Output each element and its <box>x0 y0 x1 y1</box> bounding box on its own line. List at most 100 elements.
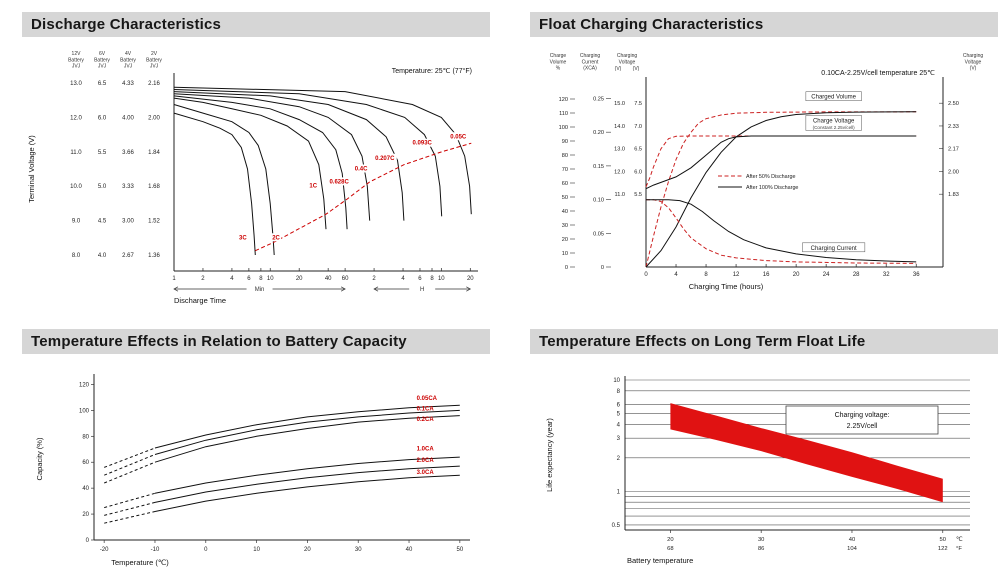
svg-text:(V): (V) <box>615 66 622 72</box>
series-0.05CA <box>154 404 460 449</box>
x-axis-label: Charging Time (hours) <box>689 282 764 291</box>
svg-text:6.0: 6.0 <box>98 115 107 121</box>
series-charge-voltage-50 <box>645 135 917 188</box>
svg-text:4V: 4V <box>125 51 132 57</box>
svg-text:4: 4 <box>230 276 234 282</box>
svg-text:90: 90 <box>562 139 568 145</box>
svg-text:(Constant 2.25v/cell): (Constant 2.25v/cell) <box>813 125 856 130</box>
svg-text:28: 28 <box>853 272 860 278</box>
cutoff-locus <box>255 142 472 252</box>
svg-text:120: 120 <box>79 382 90 388</box>
svg-text:-20: -20 <box>100 547 109 553</box>
svg-text:32: 32 <box>883 272 890 278</box>
svg-text:Charged Volume: Charged Volume <box>811 95 856 101</box>
svg-text:2.0CA: 2.0CA <box>417 458 435 464</box>
svg-text:JVJ: JVJ <box>124 64 133 70</box>
svg-text:100: 100 <box>79 408 90 414</box>
svg-text:20: 20 <box>562 237 568 243</box>
svg-text:0.628C: 0.628C <box>329 179 349 185</box>
svg-text:H: H <box>420 287 424 293</box>
svg-text:2.00: 2.00 <box>948 169 959 175</box>
svg-text:8: 8 <box>617 389 621 395</box>
series-0.1CA-dashed <box>104 454 156 476</box>
svg-text:1.52: 1.52 <box>148 219 160 225</box>
svg-text:0.1CA: 0.1CA <box>417 406 435 412</box>
y-axis-label: Life expectancy (year) <box>545 418 554 492</box>
y-axis-label: Terminal Voltage (V) <box>27 135 36 203</box>
svg-text:20: 20 <box>296 276 303 282</box>
svg-text:2: 2 <box>372 276 376 282</box>
svg-text:0.25: 0.25 <box>593 96 604 102</box>
series-0.207C <box>173 91 405 221</box>
svg-text:3C: 3C <box>239 235 247 241</box>
svg-text:°F: °F <box>956 546 962 552</box>
svg-text:0.5: 0.5 <box>612 523 621 529</box>
svg-text:5.5: 5.5 <box>634 192 642 198</box>
svg-text:70: 70 <box>562 167 568 173</box>
float-life-band <box>670 403 943 503</box>
section-title-temperature-capacity: Temperature Effects in Relation to Batte… <box>22 329 490 354</box>
svg-text:Charging: Charging <box>580 53 601 59</box>
svg-text:40: 40 <box>82 486 89 492</box>
svg-text:30: 30 <box>355 547 362 553</box>
svg-text:1.0CA: 1.0CA <box>417 447 435 453</box>
svg-text:Battery: Battery <box>120 57 136 63</box>
svg-text:3.33: 3.33 <box>122 184 134 190</box>
svg-text:0: 0 <box>644 272 648 278</box>
svg-text:0.4C: 0.4C <box>355 167 368 173</box>
svg-text:68: 68 <box>667 546 673 552</box>
section-title-text: Discharge Characteristics <box>31 16 222 33</box>
float-life-chart: Life expectancy (year)1086543210.5206830… <box>545 376 970 565</box>
panel-discharge-characteristics: Discharge Characteristics Terminal Volta… <box>22 12 490 315</box>
svg-text:10: 10 <box>267 276 274 282</box>
svg-text:3.66: 3.66 <box>122 150 134 156</box>
series-3.0CA <box>154 474 460 512</box>
svg-text:4.5: 4.5 <box>98 219 107 225</box>
series-0.1CA <box>154 409 460 455</box>
svg-text:11.0: 11.0 <box>615 192 625 198</box>
svg-text:1.83: 1.83 <box>948 192 959 198</box>
svg-text:0: 0 <box>565 265 568 271</box>
svg-text:0: 0 <box>204 547 208 553</box>
svg-text:Battery: Battery <box>68 57 84 63</box>
svg-text:40: 40 <box>849 537 855 543</box>
section-title-text: Float Charging Characteristics <box>539 16 764 33</box>
svg-text:40: 40 <box>406 547 413 553</box>
section-title-float-charging: Float Charging Characteristics <box>530 12 998 37</box>
series-1.0CA <box>154 456 460 494</box>
svg-text:1.68: 1.68 <box>148 184 160 190</box>
svg-text:10: 10 <box>613 378 620 384</box>
svg-text:0.05CA: 0.05CA <box>417 396 438 402</box>
svg-text:Voltage: Voltage <box>965 59 982 65</box>
svg-text:10: 10 <box>253 547 260 553</box>
svg-text:30: 30 <box>758 537 764 543</box>
svg-text:4.0: 4.0 <box>98 253 107 259</box>
svg-text:Battery: Battery <box>146 57 162 63</box>
svg-text:6V: 6V <box>99 51 106 57</box>
svg-text:1.84: 1.84 <box>148 150 160 156</box>
svg-text:0: 0 <box>601 265 604 271</box>
svg-text:20: 20 <box>793 272 800 278</box>
series-3C <box>173 112 256 256</box>
svg-text:0.05: 0.05 <box>593 231 604 237</box>
discharge-characteristics-chart: Terminal Voltage (V)12VBatteryJVJ13.012.… <box>27 51 478 305</box>
svg-text:After 100% Discharge: After 100% Discharge <box>746 185 798 191</box>
svg-text:3.0CA: 3.0CA <box>417 470 435 476</box>
svg-text:13.0: 13.0 <box>614 147 625 153</box>
svg-text:Charging: Charging <box>617 53 638 59</box>
panel-float-charging: Float Charging Characteristics Charge Vol… <box>530 12 998 315</box>
svg-text:40: 40 <box>562 209 568 215</box>
svg-text:Charge Voltage: Charge Voltage <box>813 118 855 124</box>
svg-text:2V: 2V <box>151 51 158 57</box>
svg-text:%: % <box>556 66 561 72</box>
svg-text:After 50% Discharge: After 50% Discharge <box>746 174 795 180</box>
svg-text:3.00: 3.00 <box>122 219 134 225</box>
series-0.2CA-dashed <box>104 461 156 484</box>
svg-text:20: 20 <box>82 512 89 518</box>
svg-text:50: 50 <box>940 537 946 543</box>
svg-text:(V): (V) <box>970 66 977 72</box>
svg-text:9.0: 9.0 <box>72 219 81 225</box>
svg-text:6.0: 6.0 <box>634 169 642 175</box>
svg-text:Battery: Battery <box>94 57 110 63</box>
svg-text:JVJ: JVJ <box>98 64 107 70</box>
